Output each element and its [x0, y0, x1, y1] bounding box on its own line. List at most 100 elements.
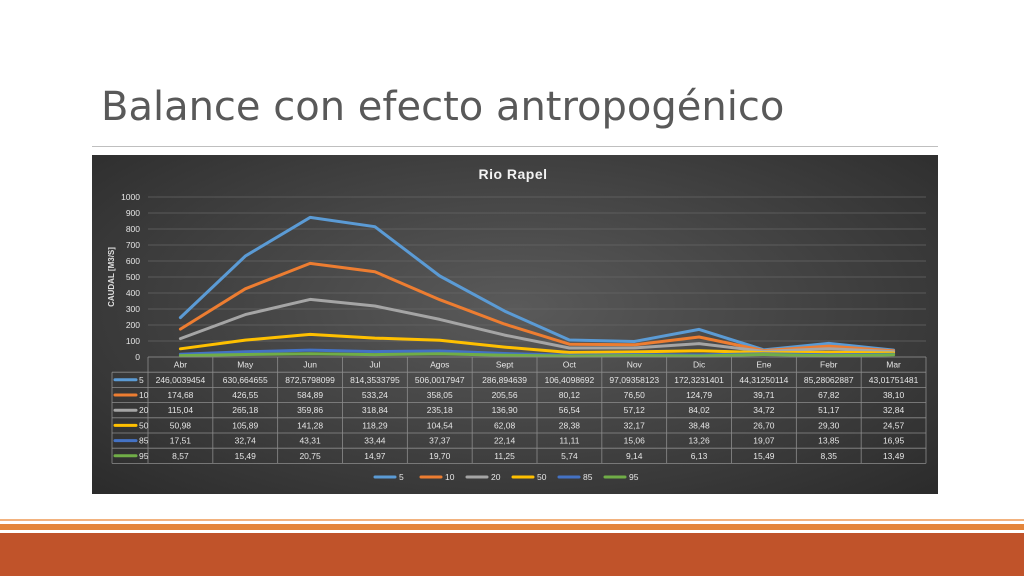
table-cell: 33,44 [364, 436, 386, 446]
table-cell: 533,24 [362, 390, 388, 400]
legend-label: 85 [583, 472, 593, 482]
table-cell: 8,57 [172, 451, 189, 461]
y-tick-label: 500 [126, 272, 140, 282]
footer-band [0, 533, 1024, 576]
chart-panel: Rio Rapel CAUDAL [M3/S] 0 100 200 300 400 500… [92, 155, 938, 494]
table-series-name: 95 [139, 451, 149, 461]
table-cell: 62,08 [494, 420, 516, 430]
table-cell: 205,56 [492, 390, 518, 400]
y-tick-label: 200 [126, 320, 140, 330]
x-category-label: Mar [886, 360, 901, 370]
table-cell: 141,28 [297, 420, 323, 430]
table-cell: 38,48 [688, 420, 710, 430]
series-line-95 [178, 352, 896, 358]
footer-band-thin [0, 524, 1024, 530]
table-cell: 34,72 [753, 405, 775, 415]
table-cell: 814,3533795 [350, 375, 400, 385]
table-cell: 76,50 [624, 390, 646, 400]
table-cell: 115,04 [168, 405, 194, 415]
table-cell: 38,10 [883, 390, 905, 400]
chart-title: Rio Rapel [478, 166, 547, 182]
table-cell: 80,12 [559, 390, 581, 400]
table-series-name: 10 [139, 390, 149, 400]
table-cell: 106,4098692 [545, 375, 595, 385]
table-cell: 20,75 [299, 451, 321, 461]
table-cell: 43,31 [299, 436, 321, 446]
table-cell: 44,31250114 [739, 375, 788, 385]
table-cell: 19,07 [753, 436, 775, 446]
y-tick-label: 400 [126, 288, 140, 298]
y-axis-label: CAUDAL [M3/S] [107, 247, 116, 307]
table-cell: 84,02 [688, 405, 710, 415]
table-series-name: 5 [139, 375, 144, 385]
table-cell: 174,68 [167, 390, 193, 400]
footer-accent-line [0, 519, 1024, 521]
table-series-name: 20 [139, 405, 149, 415]
table-cell: 105,89 [232, 420, 258, 430]
y-tick-label: 700 [126, 240, 140, 250]
table-cell: 136,90 [492, 405, 518, 415]
table-cell: 29,30 [818, 420, 840, 430]
series-line-5 [178, 215, 896, 352]
x-category-label: Nov [627, 360, 643, 370]
table-cell: 172,3231401 [674, 375, 724, 385]
x-category-label: Oct [563, 360, 577, 370]
table-cell: 13,26 [688, 436, 710, 446]
table-cell: 14,97 [364, 451, 386, 461]
x-category-label: Dic [693, 360, 706, 370]
y-tick-label: 800 [126, 224, 140, 234]
legend: 5 10 20 50 85 95 [373, 472, 639, 482]
table-cell: 9,14 [626, 451, 643, 461]
table-cell: 13,49 [883, 451, 905, 461]
table-cell: 15,06 [624, 436, 646, 446]
x-category-label: Jul [369, 360, 380, 370]
x-category-label: May [237, 360, 254, 370]
table-cell: 16,95 [883, 436, 905, 446]
table-cell: 56,54 [559, 405, 581, 415]
table-cell: 359,86 [297, 405, 323, 415]
legend-label: 50 [537, 472, 547, 482]
x-category-label: Abr [174, 360, 187, 370]
legend-label: 20 [491, 472, 501, 482]
y-tick-label: 300 [126, 304, 140, 314]
table-cell: 24,57 [883, 420, 905, 430]
y-tick-label: 1000 [121, 192, 140, 202]
legend-label: 10 [445, 472, 455, 482]
y-tick-label: 900 [126, 208, 140, 218]
table-cell: 32,74 [235, 436, 257, 446]
table-cell: 17,51 [170, 436, 192, 446]
table-cell: 8,35 [820, 451, 837, 461]
table-cell: 506,0017947 [415, 375, 465, 385]
x-category-label: Febr [820, 360, 838, 370]
table-cell: 19,70 [429, 451, 451, 461]
table-cell: 32,17 [624, 420, 646, 430]
table-cell: 15,49 [753, 451, 775, 461]
table-cell: 872,5798099 [285, 375, 335, 385]
table-cell: 37,37 [429, 436, 451, 446]
table-cell: 584,89 [297, 390, 323, 400]
table-cell: 32,84 [883, 405, 905, 415]
data-table: Abr May Jun Jul Agos Sept Oct Nov Dic Ene Febr Mar 5… [111, 356, 927, 464]
table-cell: 246,0039454 [156, 375, 206, 385]
table-cell: 50,98 [170, 420, 192, 430]
table-series-name: 85 [139, 436, 149, 446]
table-cell: 43,01751481 [869, 375, 919, 385]
slide-title: Balance con efecto antropogénico [101, 84, 785, 130]
x-category-label: Agos [430, 360, 449, 370]
table-cell: 97,09358123 [609, 375, 659, 385]
table-cell: 22,14 [494, 436, 516, 446]
table-cell: 15,49 [235, 451, 257, 461]
table-cell: 13,85 [818, 436, 840, 446]
table-series-name: 50 [139, 420, 149, 430]
x-category-label: Sept [496, 360, 514, 370]
x-category-label: Ene [756, 360, 771, 370]
table-cell: 51,17 [818, 405, 840, 415]
table-cell: 118,29 [362, 420, 388, 430]
table-cell: 630,664655 [223, 375, 268, 385]
table-cell: 5,74 [561, 451, 578, 461]
table-cell: 26,70 [753, 420, 775, 430]
table-cell: 104,54 [427, 420, 453, 430]
series-lines [178, 215, 896, 358]
y-tick-label: 100 [126, 336, 140, 346]
table-cell: 426,55 [232, 390, 258, 400]
